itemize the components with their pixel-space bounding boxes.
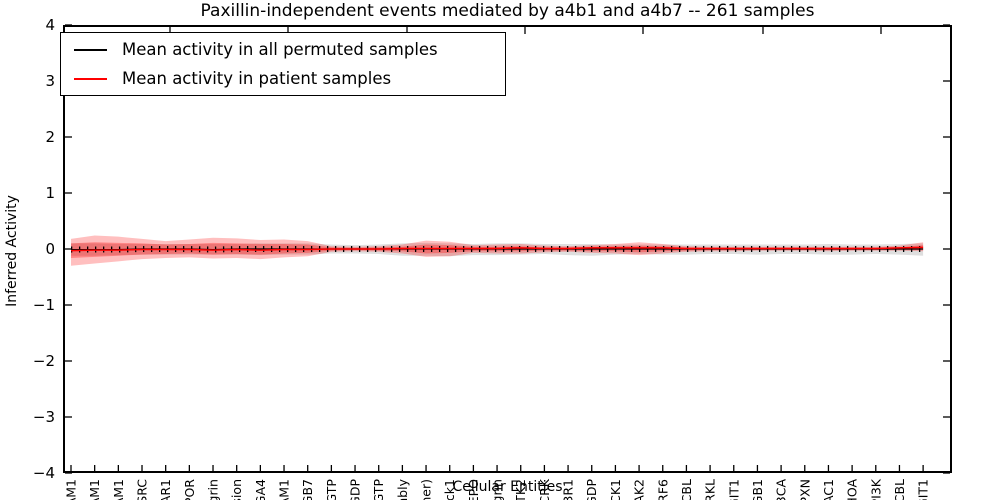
x-tick-label: mol:GTP [324,479,339,500]
legend-label-patient: Mean activity in patient samples [122,69,392,88]
x-tick-label: RAC1 [821,479,836,500]
x-tick-label: BCAR1 [158,479,173,500]
x-tick-label: SRC [135,479,150,500]
y-tick-label: −3 [33,408,55,426]
legend-box: Mean activity in all permuted samples Me… [60,32,506,96]
y-tick-label: −4 [33,464,55,482]
band-patient-samples-range-outer [71,235,924,266]
patient-line-swatch [74,77,107,80]
x-tick-label: JAK2 [632,479,647,500]
mean-line-patient [70,246,924,252]
x-tick-label: PIK3CA [774,479,789,500]
y-tick-label: 4 [45,16,55,34]
x-tick-label: alpha4/beta7 Integrin [206,479,221,500]
x-tick-label: Rac1/GDP [584,479,599,500]
x-tick-label: PI3K [868,478,883,500]
x-tick-label: ITGB1 [750,479,765,500]
y-axis-label: Inferred Activity [4,195,20,307]
x-tick-label: GIT1 [726,479,741,500]
legend-item-permuted: Mean activity in all permuted samples [61,40,505,59]
y-tick-label: 3 [45,72,55,90]
y-tick-label: 0 [45,240,55,258]
band-patient-samples-range-inner [71,242,924,258]
x-tick-label: EPOR [182,479,197,500]
x-tick-label: PIK3R1 [561,479,576,500]
x-tick-label: CBL [679,479,694,500]
x-tick-label: PTK2 [513,479,528,500]
x-tick-label: EPO [466,479,481,500]
x-tick-label: PXN [797,479,812,500]
y-tick-label: −1 [33,296,55,314]
x-tick-label: ITGA4 [253,479,268,500]
y-tick-label: 2 [45,128,55,146]
y-tick-label: −2 [33,352,55,370]
x-tick-label: CRKL/CBL [892,479,907,500]
x-tick-label: alpha4/beta7 Integrin/MAdCAM1 [277,479,292,500]
permuted-line-swatch [74,48,107,51]
chart-title: Paxillin-independent events mediated by … [200,1,815,21]
x-tick-label: alpha4/beta1 Integrin [490,479,505,500]
x-tick-label: alpha4/beta1 Integrin/Paxillin/GIT1 [916,479,931,500]
x-tick-label: DOCK1 [608,479,623,500]
x-tick-label: mol:GDP [348,479,363,500]
y-tick-label: 1 [45,184,55,202]
x-tick-label: RHOA [845,479,860,500]
x-tick-label: ITGB7 [300,479,315,500]
x-tick-label: alpha4/beta1 Integrin/VCAM1 [87,479,102,500]
legend-label-permuted: Mean activity in all permuted samples [122,40,438,59]
x-tick-label: lamellipodium assembly [395,478,410,500]
legend-item-patient: Mean activity in patient samples [61,69,505,88]
x-tick-label: EPO/EPOR (dimer) [419,479,434,500]
x-tick-label: ARF6 [655,479,670,500]
x-axis-label: Cellular Entities [452,479,563,495]
x-tick-label: MADCAM1 [111,479,126,500]
x-tick-label: Rac1/GTP [371,479,386,500]
x-tick-label: CRKL [703,479,718,500]
x-tick-label: CRK [537,478,552,500]
x-tick-label: cell adhesion [229,479,244,500]
x-tick-label: p130Cas/Crk/Dock1 [442,479,457,500]
axes-frame [63,25,952,473]
x-tick-label: VCAM1 [64,479,79,500]
